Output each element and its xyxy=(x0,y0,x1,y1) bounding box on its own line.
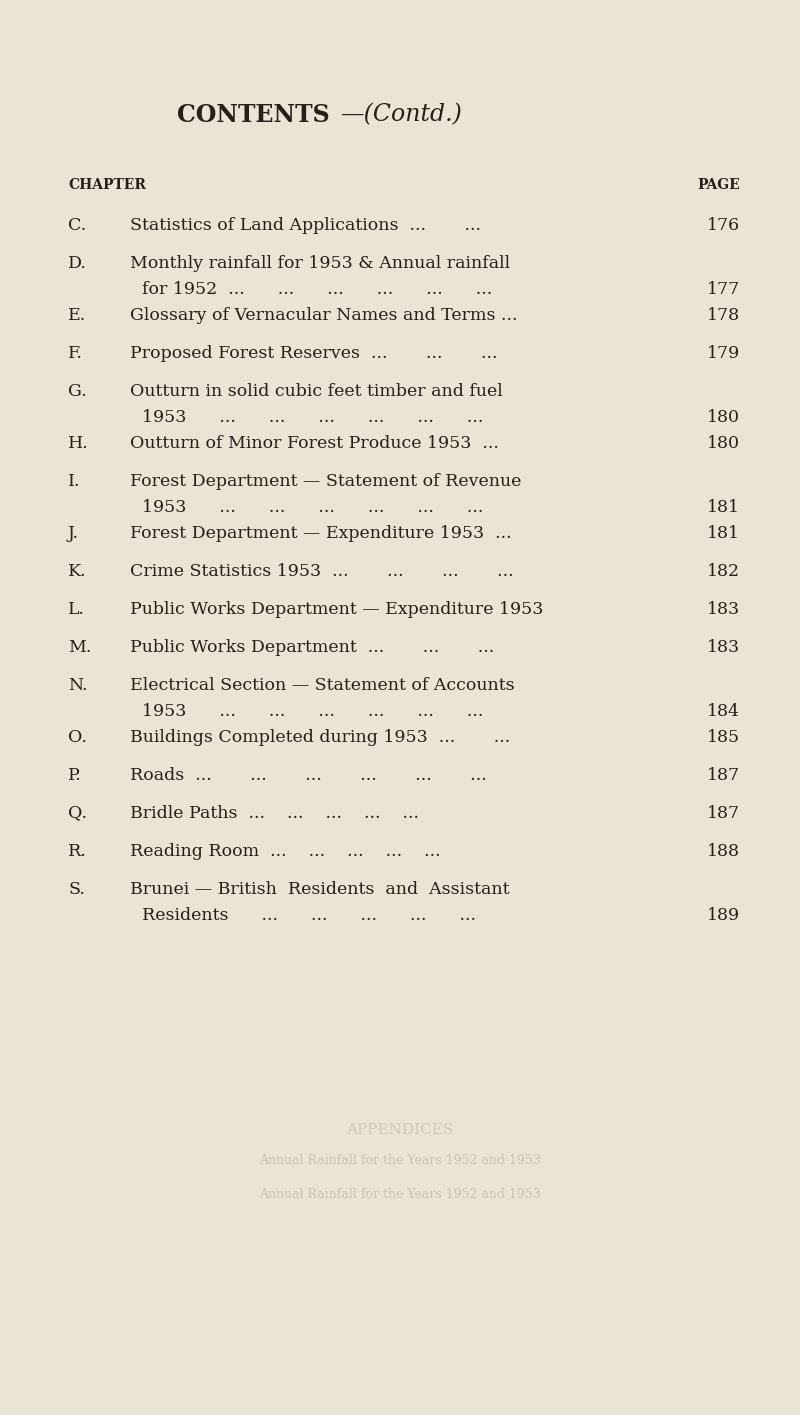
Text: Residents      ...      ...      ...      ...      ...: Residents ... ... ... ... ... xyxy=(142,907,476,924)
Text: for 1952  ...      ...      ...      ...      ...      ...: for 1952 ... ... ... ... ... ... xyxy=(142,280,492,297)
Text: 183: 183 xyxy=(707,638,740,655)
Text: 187: 187 xyxy=(707,805,740,822)
Text: Q.: Q. xyxy=(68,805,87,822)
Text: Annual Rainfall for the Years 1952 and 1953: Annual Rainfall for the Years 1952 and 1… xyxy=(259,1153,541,1166)
Text: 185: 185 xyxy=(707,729,740,746)
Text: Bridle Paths  ...    ...    ...    ...    ...: Bridle Paths ... ... ... ... ... xyxy=(130,805,419,822)
Text: Proposed Forest Reserves  ...       ...       ...: Proposed Forest Reserves ... ... ... xyxy=(130,344,498,361)
Text: N.: N. xyxy=(68,676,87,693)
Text: J.: J. xyxy=(68,525,79,542)
Text: 179: 179 xyxy=(706,344,740,361)
Text: Annual Rainfall for the Years 1952 and 1953: Annual Rainfall for the Years 1952 and 1… xyxy=(259,1189,541,1201)
Text: 1953      ...      ...      ...      ...      ...      ...: 1953 ... ... ... ... ... ... xyxy=(142,498,483,515)
Text: Forest Department — Expenditure 1953  ...: Forest Department — Expenditure 1953 ... xyxy=(130,525,512,542)
Text: Buildings Completed during 1953  ...       ...: Buildings Completed during 1953 ... ... xyxy=(130,729,510,746)
Text: Glossary of Vernacular Names and Terms ...: Glossary of Vernacular Names and Terms .… xyxy=(130,307,518,324)
Text: —(Contd.): —(Contd.) xyxy=(340,103,462,126)
Text: Monthly rainfall for 1953 & Annual rainfall: Monthly rainfall for 1953 & Annual rainf… xyxy=(130,255,510,272)
Text: Reading Room  ...    ...    ...    ...    ...: Reading Room ... ... ... ... ... xyxy=(130,842,441,859)
Text: CHAPTER: CHAPTER xyxy=(68,178,146,192)
Text: H.: H. xyxy=(68,434,89,451)
Text: 183: 183 xyxy=(707,600,740,617)
Text: K.: K. xyxy=(68,563,86,580)
Text: CONTENTS: CONTENTS xyxy=(178,103,330,127)
Text: Crime Statistics 1953  ...       ...       ...       ...: Crime Statistics 1953 ... ... ... ... xyxy=(130,563,514,580)
Text: APPENDICES: APPENDICES xyxy=(346,1124,454,1138)
Text: 189: 189 xyxy=(707,907,740,924)
Text: 177: 177 xyxy=(706,280,740,297)
Text: 1953      ...      ...      ...      ...      ...      ...: 1953 ... ... ... ... ... ... xyxy=(142,409,483,426)
Text: 187: 187 xyxy=(707,767,740,784)
Text: L.: L. xyxy=(68,600,85,617)
Text: PAGE: PAGE xyxy=(698,178,740,192)
Text: I.: I. xyxy=(68,473,81,490)
Text: 180: 180 xyxy=(707,434,740,451)
Text: Outturn in solid cubic feet timber and fuel: Outturn in solid cubic feet timber and f… xyxy=(130,382,502,399)
Text: 188: 188 xyxy=(707,842,740,859)
Text: P.: P. xyxy=(68,767,82,784)
Text: 180: 180 xyxy=(707,409,740,426)
Text: O.: O. xyxy=(68,729,87,746)
Text: F.: F. xyxy=(68,344,83,361)
Text: 1953      ...      ...      ...      ...      ...      ...: 1953 ... ... ... ... ... ... xyxy=(142,702,483,719)
Text: Roads  ...       ...       ...       ...       ...       ...: Roads ... ... ... ... ... ... xyxy=(130,767,486,784)
Text: Forest Department — Statement of Revenue: Forest Department — Statement of Revenue xyxy=(130,473,522,490)
Text: Outturn of Minor Forest Produce 1953  ...: Outturn of Minor Forest Produce 1953 ... xyxy=(130,434,499,451)
Text: 182: 182 xyxy=(707,563,740,580)
Text: S.: S. xyxy=(68,880,85,897)
Text: 176: 176 xyxy=(707,216,740,233)
Text: Public Works Department  ...       ...       ...: Public Works Department ... ... ... xyxy=(130,638,494,655)
Text: G.: G. xyxy=(68,382,86,399)
Text: 181: 181 xyxy=(707,525,740,542)
Text: Public Works Department — Expenditure 1953: Public Works Department — Expenditure 19… xyxy=(130,600,543,617)
Text: 184: 184 xyxy=(707,702,740,719)
Text: D.: D. xyxy=(68,255,87,272)
Text: 181: 181 xyxy=(707,498,740,515)
Text: M.: M. xyxy=(68,638,91,655)
Text: C.: C. xyxy=(68,216,86,233)
Text: 178: 178 xyxy=(707,307,740,324)
Text: Electrical Section — Statement of Accounts: Electrical Section — Statement of Accoun… xyxy=(130,676,514,693)
Text: R.: R. xyxy=(68,842,86,859)
Text: E.: E. xyxy=(68,307,86,324)
Text: Brunei — British  Residents  and  Assistant: Brunei — British Residents and Assistant xyxy=(130,880,510,897)
Text: Statistics of Land Applications  ...       ...: Statistics of Land Applications ... ... xyxy=(130,216,481,233)
